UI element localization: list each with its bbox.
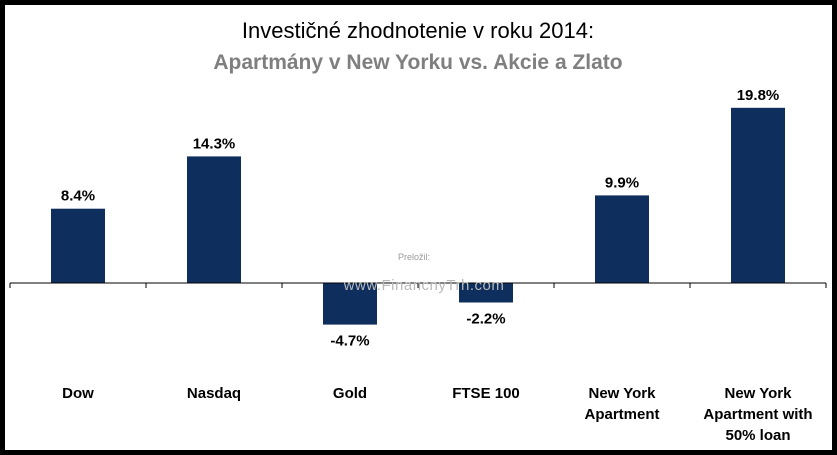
data-labels-group: 8.4% 14.3% -4.7% -2.2% 9.9% 19.8% bbox=[61, 87, 779, 350]
chart-subtitle: Apartmány v New Yorku vs. Akcie a Zlato bbox=[213, 51, 622, 74]
chart-title: Investičné zhodnotenie v roku 2014: bbox=[242, 18, 594, 43]
bar-4 bbox=[595, 195, 649, 283]
watermark-site: www.FinancnyTrh.com bbox=[343, 277, 505, 294]
bars-group bbox=[51, 107, 785, 325]
category-label-5-line-0: New York bbox=[725, 385, 793, 402]
bar-2 bbox=[323, 283, 377, 325]
bar-3 bbox=[459, 283, 513, 303]
category-label-4-line-0: New York bbox=[589, 385, 657, 402]
data-label-3: -2.2% bbox=[466, 311, 505, 328]
bar-chart: Investičné zhodnotenie v roku 2014: Apar… bbox=[9, 18, 827, 444]
category-label-2: Gold bbox=[333, 385, 367, 402]
bar-5 bbox=[731, 107, 785, 283]
category-labels-group: Dow Nasdaq Gold FTSE 100 New York Apartment Ne… bbox=[62, 385, 812, 444]
data-label-2: -4.7% bbox=[330, 333, 369, 350]
data-label-5: 19.8% bbox=[737, 87, 780, 104]
x-axis bbox=[9, 282, 827, 288]
data-label-0: 8.4% bbox=[61, 188, 95, 205]
category-label-5-line-1: Apartment with bbox=[703, 406, 812, 423]
watermark-label: Preložil: bbox=[398, 252, 430, 262]
data-label-4: 9.9% bbox=[605, 174, 639, 191]
bar-1 bbox=[187, 156, 241, 283]
category-label-0: Dow bbox=[62, 385, 94, 402]
data-label-1: 14.3% bbox=[193, 135, 236, 152]
category-label-3: FTSE 100 bbox=[452, 385, 520, 402]
category-label-5-line-2: 50% loan bbox=[725, 427, 790, 444]
category-label-4-line-1: Apartment bbox=[584, 406, 659, 423]
bar-0 bbox=[51, 208, 105, 283]
category-label-1: Nasdaq bbox=[187, 385, 241, 402]
